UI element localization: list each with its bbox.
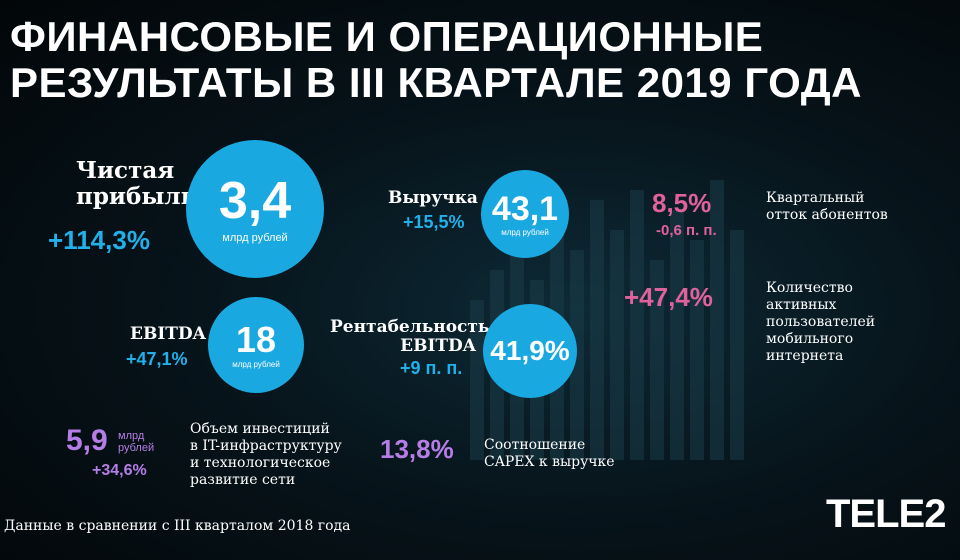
revenue-change: +15,5% <box>403 212 465 232</box>
ebitda-margin-change: +9 п. п. <box>400 358 463 378</box>
investment-description: Объем инвестиций в IT-инфраструктуру и т… <box>190 421 342 488</box>
page-title: ФИНАНСОВЫЕ И ОПЕРАЦИОННЫЕ РЕЗУЛЬТАТЫ В I… <box>10 14 910 106</box>
revenue-value: 43,1 <box>491 189 559 228</box>
net-profit-label: Чистая прибыль <box>76 157 197 210</box>
net-profit-value: 3,4 <box>218 171 292 230</box>
churn-change: -0,6 п. п. <box>656 222 717 239</box>
ebitda-margin-value: 41,9% <box>490 335 570 366</box>
mobile-internet-description: Количество активных пользователей мобиль… <box>766 280 876 364</box>
revenue-label: Выручка <box>388 188 478 208</box>
ebitda-value: 18 <box>235 318 277 360</box>
tele2-logo: TELE2 <box>826 492 946 536</box>
capex-value: 13,8% <box>380 434 454 464</box>
ebitda-circle: 18 млрд рублей <box>208 297 304 393</box>
mobile-internet-value: +47,4% <box>624 282 713 312</box>
footnote: Данные в сравнении с III кварталом 2018 … <box>4 518 351 534</box>
ebitda-change: +47,1% <box>126 349 188 369</box>
revenue-circle: 43,1 млрд рублей <box>481 170 569 258</box>
capex-description: Соотношение CAPEX к выручке <box>484 437 615 470</box>
net-profit-change: +114,3% <box>48 225 150 255</box>
ebitda-label: EBITDA <box>130 324 206 344</box>
net-profit-unit: млрд рублей <box>222 231 288 244</box>
investment-value: 5,9 <box>66 424 108 457</box>
churn-value: 8,5% <box>652 188 712 218</box>
net-profit-circle: 3,4 млрд рублей <box>186 140 324 278</box>
ebitda-unit: млрд рублей <box>232 359 280 369</box>
title-line-1: ФИНАНСОВЫЕ И ОПЕРАЦИОННЫЕ <box>10 13 764 60</box>
churn-description: Квартальный отток абонентов <box>766 190 888 223</box>
title-line-2: РЕЗУЛЬТАТЫ В III КВАРТАЛЕ 2019 ГОДА <box>10 59 862 106</box>
investment-unit: млрд рублей <box>118 430 155 454</box>
investment-change: +34,6% <box>92 462 147 479</box>
ebitda-margin-circle: 41,9% <box>483 304 577 398</box>
revenue-unit: млрд рублей <box>501 227 549 237</box>
ebitda-margin-label: Рентабельность EBITDA <box>330 317 490 356</box>
